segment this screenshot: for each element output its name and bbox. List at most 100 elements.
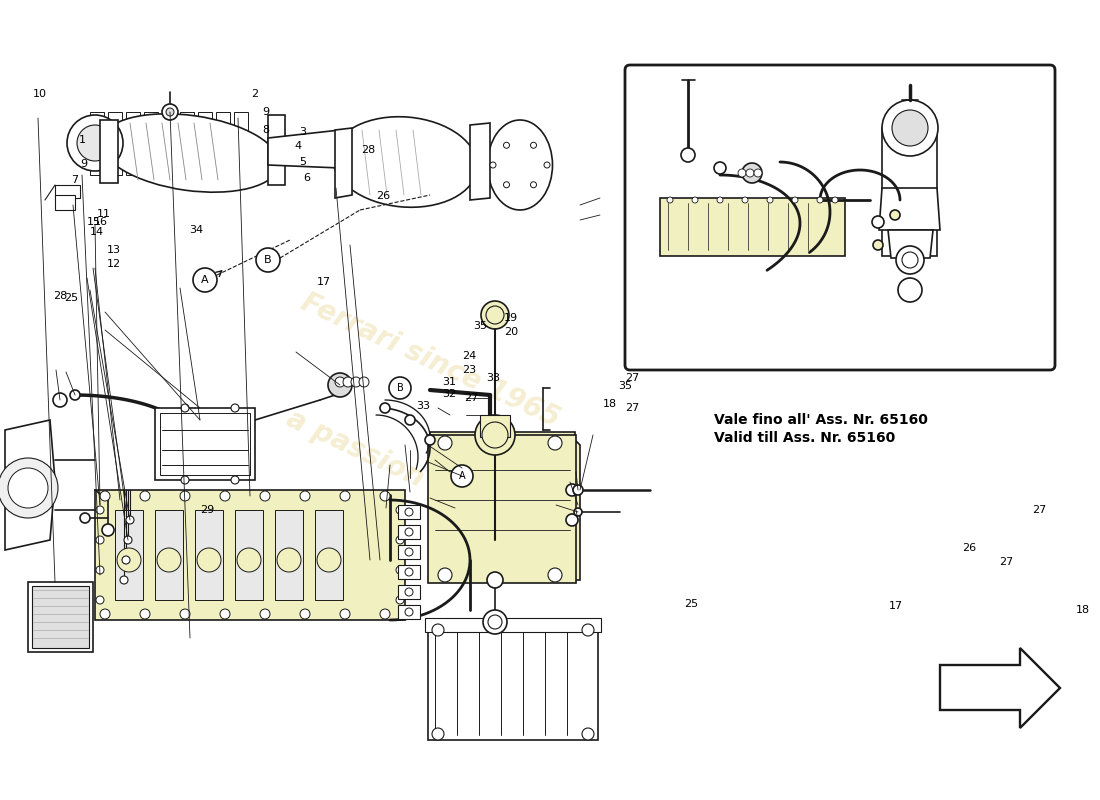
Text: 1: 1 <box>79 135 86 145</box>
Polygon shape <box>888 230 933 258</box>
Text: 18: 18 <box>603 399 617 409</box>
Circle shape <box>405 508 412 516</box>
Text: 32: 32 <box>442 389 456 398</box>
Circle shape <box>180 609 190 619</box>
Circle shape <box>96 566 104 574</box>
Circle shape <box>77 125 113 161</box>
Circle shape <box>902 252 918 268</box>
Bar <box>398 525 420 539</box>
Circle shape <box>0 458 58 518</box>
Bar <box>428 435 576 583</box>
Text: 7: 7 <box>72 175 78 185</box>
Text: 11: 11 <box>97 210 111 219</box>
Circle shape <box>405 568 412 576</box>
Text: 14: 14 <box>90 227 104 237</box>
Circle shape <box>126 516 134 524</box>
Text: 27: 27 <box>999 557 1013 566</box>
Circle shape <box>896 246 924 274</box>
Circle shape <box>8 468 48 508</box>
Circle shape <box>300 491 310 501</box>
Bar <box>425 618 601 632</box>
Text: 16: 16 <box>94 218 108 227</box>
Circle shape <box>475 415 515 455</box>
Circle shape <box>548 436 562 450</box>
Circle shape <box>396 566 404 574</box>
Text: 28: 28 <box>361 146 375 155</box>
Circle shape <box>182 476 189 484</box>
Polygon shape <box>879 188 940 230</box>
Bar <box>95 490 405 620</box>
Circle shape <box>692 197 698 203</box>
Bar <box>116 510 143 600</box>
Text: 34: 34 <box>189 226 204 235</box>
Text: 19: 19 <box>504 314 518 323</box>
Circle shape <box>832 197 838 203</box>
Circle shape <box>100 491 110 501</box>
Text: Valid till Ass. Nr. 65160: Valid till Ass. Nr. 65160 <box>714 431 895 445</box>
Text: 27: 27 <box>464 394 478 403</box>
Text: 18: 18 <box>1076 605 1090 614</box>
Circle shape <box>490 162 496 168</box>
Text: 6: 6 <box>304 173 310 182</box>
Polygon shape <box>100 120 118 183</box>
Circle shape <box>260 491 270 501</box>
Text: Ferrari since 1965: Ferrari since 1965 <box>296 288 564 432</box>
Text: 27: 27 <box>625 373 639 382</box>
Text: 22: 22 <box>651 167 666 177</box>
Circle shape <box>548 568 562 582</box>
Circle shape <box>717 197 723 203</box>
Polygon shape <box>470 123 490 200</box>
Circle shape <box>124 536 132 544</box>
Circle shape <box>530 182 537 188</box>
Circle shape <box>336 377 345 387</box>
Bar <box>275 510 302 600</box>
Polygon shape <box>198 112 212 175</box>
Bar <box>398 545 420 559</box>
Bar <box>398 585 420 599</box>
Circle shape <box>481 301 509 329</box>
Circle shape <box>236 548 261 572</box>
Circle shape <box>873 240 883 250</box>
Text: 30: 30 <box>644 343 658 353</box>
Bar <box>882 128 937 256</box>
Circle shape <box>340 609 350 619</box>
Circle shape <box>882 100 938 156</box>
Text: 15: 15 <box>87 218 101 227</box>
Circle shape <box>817 197 823 203</box>
Circle shape <box>432 624 444 636</box>
Circle shape <box>482 422 508 448</box>
Text: 33: 33 <box>416 402 430 411</box>
Text: 21: 21 <box>651 154 666 163</box>
Text: 27: 27 <box>1032 506 1046 515</box>
Circle shape <box>328 373 352 397</box>
Text: B: B <box>397 383 404 393</box>
Ellipse shape <box>101 114 279 192</box>
Circle shape <box>96 596 104 604</box>
Circle shape <box>754 169 762 177</box>
Bar <box>398 565 420 579</box>
Bar <box>28 582 94 652</box>
Circle shape <box>96 536 104 544</box>
Circle shape <box>277 548 301 572</box>
Circle shape <box>231 404 239 412</box>
Circle shape <box>504 182 509 188</box>
Polygon shape <box>162 112 176 175</box>
Circle shape <box>892 110 928 146</box>
Circle shape <box>438 436 452 450</box>
Bar <box>660 198 845 256</box>
Bar <box>235 510 263 600</box>
Circle shape <box>379 491 390 501</box>
Circle shape <box>714 162 726 174</box>
Circle shape <box>738 169 746 177</box>
Text: 17: 17 <box>317 277 331 286</box>
Circle shape <box>379 403 390 413</box>
Circle shape <box>487 572 503 588</box>
Circle shape <box>872 216 884 228</box>
Circle shape <box>890 210 900 220</box>
Circle shape <box>182 404 189 412</box>
Circle shape <box>742 197 748 203</box>
Polygon shape <box>268 115 285 185</box>
Text: 28: 28 <box>53 291 67 301</box>
Circle shape <box>530 142 537 148</box>
Polygon shape <box>268 130 340 168</box>
